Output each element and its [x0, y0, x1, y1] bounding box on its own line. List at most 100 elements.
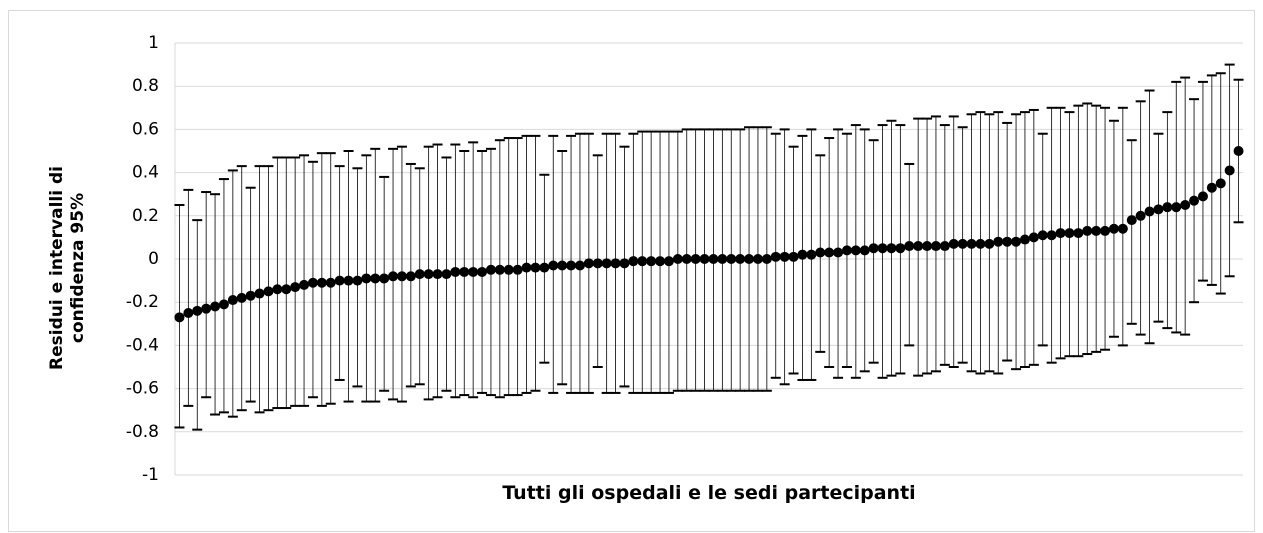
chart-border	[8, 10, 1255, 532]
point	[655, 256, 666, 267]
point	[708, 254, 719, 264]
point	[441, 269, 452, 280]
point	[174, 312, 185, 323]
point	[503, 264, 514, 275]
point	[1153, 204, 1164, 215]
y-tick-label: -0.8	[126, 422, 159, 442]
y-tick-label: -0.2	[126, 292, 159, 312]
point	[352, 275, 363, 286]
point	[824, 247, 835, 258]
point	[717, 254, 728, 264]
point	[1135, 210, 1146, 221]
point	[1073, 228, 1084, 239]
point	[797, 249, 808, 260]
point	[922, 241, 933, 252]
y-tick-label: -0.6	[126, 379, 159, 399]
point	[788, 251, 799, 262]
point	[1037, 230, 1048, 241]
point	[414, 269, 425, 280]
point	[637, 256, 648, 267]
point	[815, 247, 826, 258]
y-tick-label: 0.8	[132, 76, 159, 96]
point	[263, 286, 274, 297]
point	[1224, 165, 1235, 176]
point	[993, 236, 1004, 247]
point	[957, 238, 968, 249]
y-tick-label: 0.4	[132, 163, 159, 183]
point	[1233, 146, 1244, 156]
point	[930, 241, 941, 252]
point	[1019, 234, 1030, 245]
point	[548, 260, 559, 271]
point	[388, 271, 399, 282]
point	[334, 275, 345, 286]
point	[975, 238, 986, 249]
x-axis-label: Tutti gli ospedali e le sedi partecipant…	[502, 482, 916, 504]
point	[574, 260, 585, 271]
y-tick-label: 0	[148, 249, 159, 269]
point	[681, 254, 692, 264]
point	[245, 290, 256, 301]
point	[477, 266, 488, 277]
point	[939, 241, 950, 252]
point	[610, 258, 621, 269]
point	[307, 277, 318, 288]
point	[432, 269, 443, 280]
point	[1064, 228, 1075, 239]
point	[530, 262, 541, 273]
point	[690, 254, 701, 264]
point	[539, 262, 550, 273]
point	[1189, 195, 1200, 206]
point	[281, 284, 292, 295]
point	[521, 262, 532, 273]
point	[1028, 232, 1039, 243]
y-tick-label: 0.2	[132, 206, 159, 226]
point	[966, 238, 977, 249]
point	[726, 254, 737, 264]
y-tick-label: -0.4	[126, 335, 159, 355]
point	[859, 245, 870, 256]
point	[316, 277, 327, 288]
point	[1117, 223, 1128, 234]
point	[494, 264, 505, 275]
point	[1171, 202, 1182, 213]
y-tick-label: 1	[148, 33, 159, 53]
point	[619, 258, 630, 269]
point	[218, 299, 229, 310]
point	[405, 271, 416, 282]
point	[423, 269, 434, 280]
point	[459, 266, 470, 277]
point	[601, 258, 612, 269]
y-tick-label: 0.6	[132, 119, 159, 139]
point	[1082, 225, 1093, 236]
point	[886, 243, 897, 254]
point	[566, 260, 577, 271]
point	[806, 249, 817, 260]
point	[512, 264, 523, 275]
point	[948, 238, 959, 249]
point	[183, 308, 194, 318]
point	[1055, 228, 1066, 239]
point	[379, 273, 390, 284]
point	[841, 245, 852, 256]
point	[370, 273, 381, 284]
point	[592, 258, 603, 269]
point	[904, 241, 915, 252]
point	[672, 254, 683, 264]
point	[895, 243, 906, 254]
point	[770, 251, 781, 262]
point	[361, 273, 372, 284]
point	[699, 254, 710, 264]
point	[1091, 225, 1102, 236]
point	[192, 305, 203, 316]
point	[1206, 182, 1217, 193]
point	[325, 277, 336, 288]
point	[583, 258, 594, 269]
point	[485, 264, 496, 275]
point	[1126, 215, 1137, 226]
point	[984, 238, 995, 249]
point	[646, 256, 657, 267]
point	[1100, 225, 1111, 236]
